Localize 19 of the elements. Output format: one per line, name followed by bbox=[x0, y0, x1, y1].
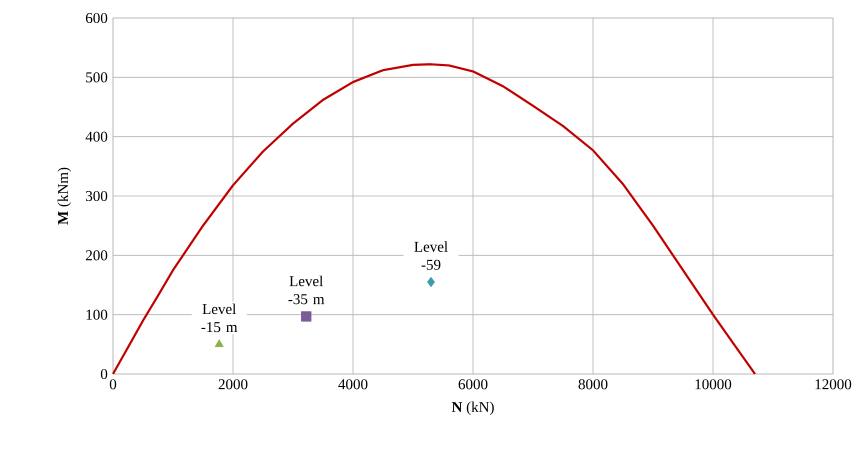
y-tick-label: 400 bbox=[86, 132, 108, 142]
y-tick-label: 200 bbox=[86, 250, 108, 260]
y-tick-label: 0 bbox=[100, 368, 108, 380]
x-tick-label: 12000 bbox=[816, 379, 852, 390]
y-tick-label: 600 bbox=[86, 12, 108, 24]
annotation: Level -35 m bbox=[288, 276, 324, 304]
x-tick-label: 0 bbox=[110, 379, 116, 390]
annotation: Level -59 bbox=[414, 241, 448, 270]
y-tick-label: 500 bbox=[86, 72, 108, 82]
x-tick-label: 4000 bbox=[338, 379, 368, 390]
y-axis-title: M (kNm) bbox=[58, 168, 72, 225]
x-tick-label: 2000 bbox=[218, 379, 248, 390]
y-tick-label: 100 bbox=[86, 310, 108, 320]
y-tick-label: 300 bbox=[86, 190, 108, 202]
x-tick-label: 6000 bbox=[458, 379, 488, 390]
annotation: Level -15 m bbox=[201, 304, 238, 332]
x-axis-title: N (kN) bbox=[452, 402, 494, 416]
x-tick-label: 8000 bbox=[578, 379, 608, 390]
x-tick-label: 10000 bbox=[696, 379, 732, 390]
